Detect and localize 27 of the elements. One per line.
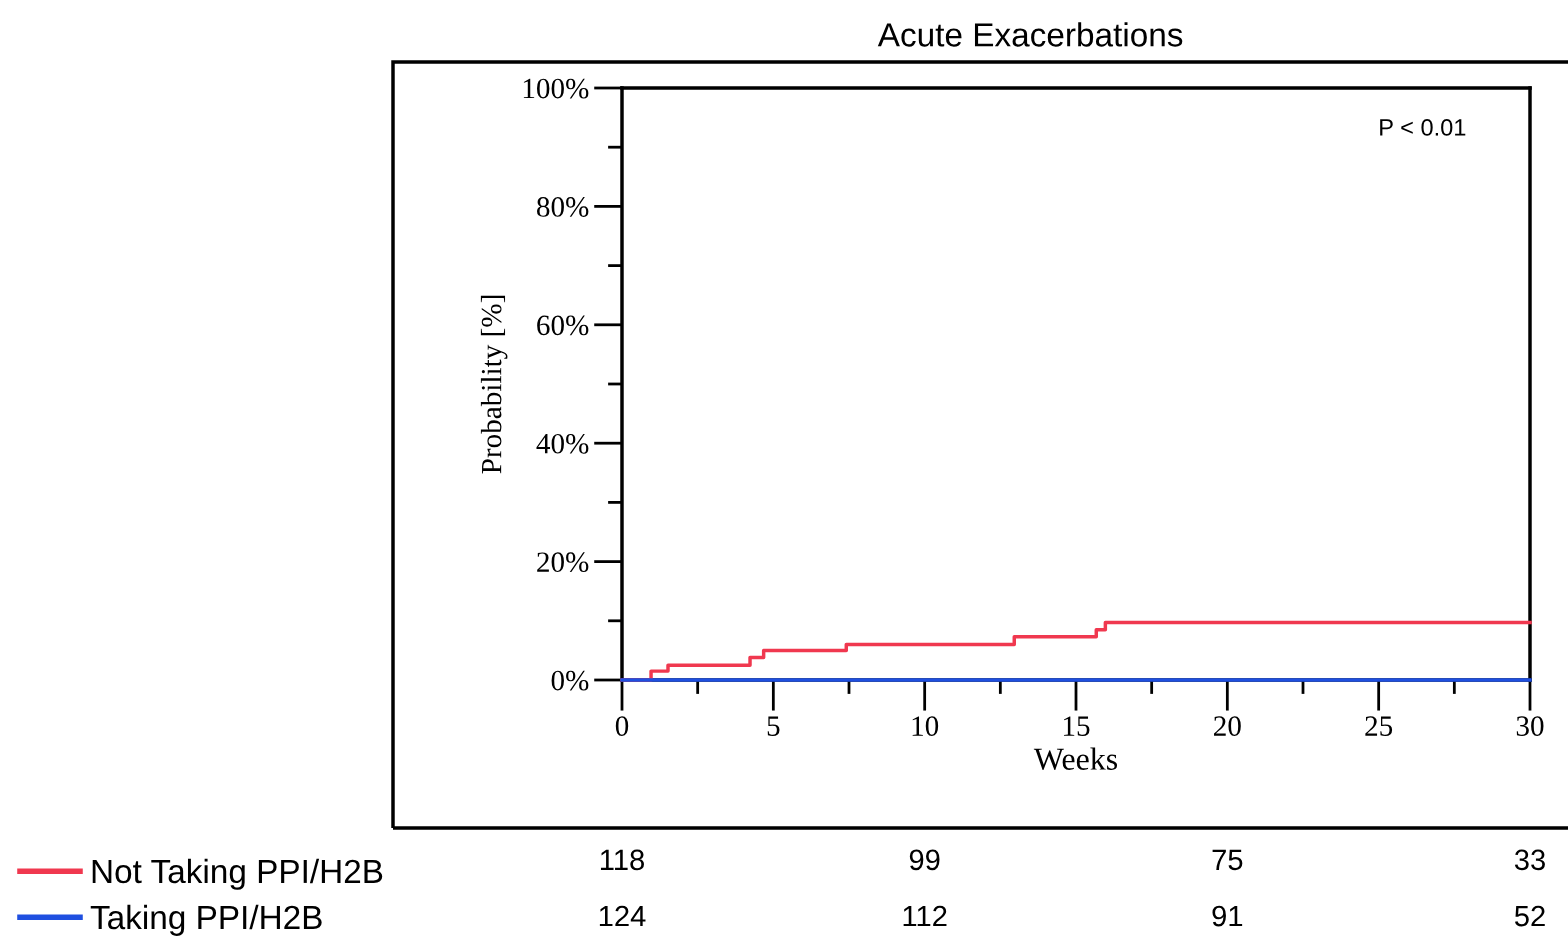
text: 91 [1212, 905, 1243, 927]
y-tick-label: 100% [523, 78, 589, 99]
text: 118 [600, 849, 644, 871]
legend-label: Not Taking PPI/H2B [92, 858, 383, 890]
text: 112 [903, 905, 947, 927]
x-tick-label: 5 [767, 716, 780, 736]
text: 124 [599, 905, 646, 927]
x-tick-label: 20 [1214, 716, 1241, 736]
text: 52 [1514, 905, 1545, 927]
x-tick-label: 0 [615, 716, 629, 736]
text: 99 [909, 849, 940, 871]
x-axis-title: Weeks [1033, 747, 1118, 771]
chart-title: Acute Exacerbations [877, 22, 1183, 47]
y-tick-label: 60% [537, 315, 589, 336]
annotation: P < 0.01 [1380, 119, 1466, 136]
y-tick-label: 0% [551, 670, 589, 691]
y-axis-title: Probability [%] [480, 295, 508, 474]
text: 75 [1212, 849, 1243, 871]
legend-label: Taking PPI/H2B [90, 904, 322, 936]
x-tick-label: 10 [912, 716, 939, 736]
x-tick-label: 25 [1365, 716, 1393, 736]
x-tick-label: 30 [1516, 716, 1544, 736]
text: 33 [1514, 849, 1545, 871]
y-tick-label: 80% [537, 197, 589, 217]
y-tick-label: 20% [537, 552, 589, 573]
y-tick-label: 40% [536, 433, 589, 454]
x-tick-label: 15 [1063, 716, 1090, 736]
